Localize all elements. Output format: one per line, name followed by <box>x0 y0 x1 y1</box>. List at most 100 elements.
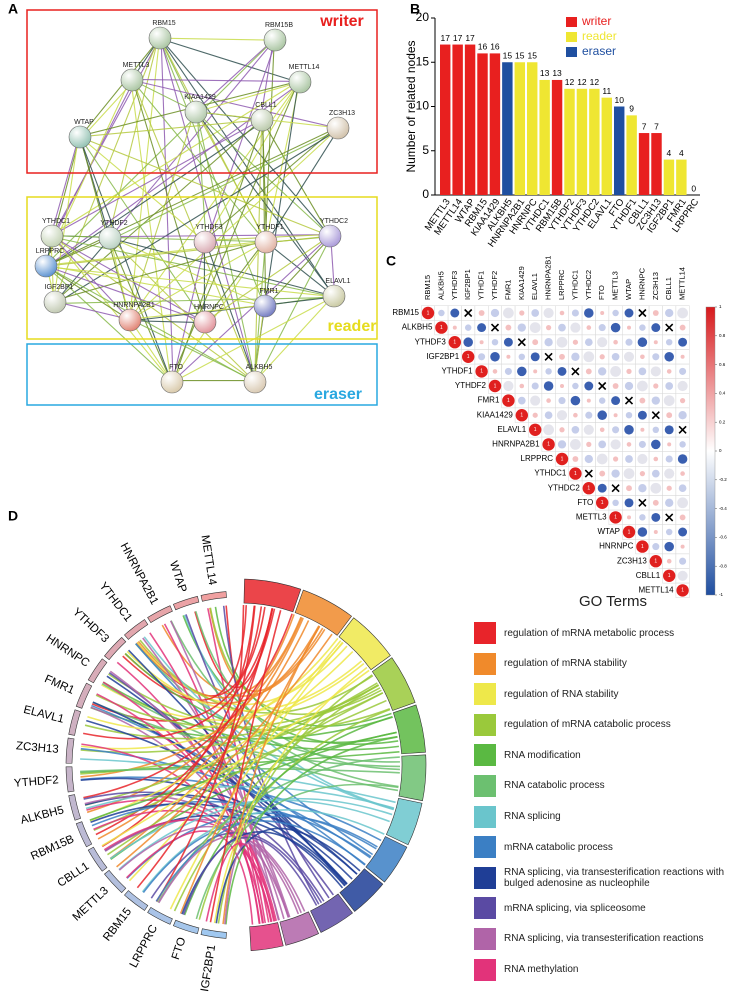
cell-dot <box>517 396 526 405</box>
diagonal-label: 1 <box>641 544 644 550</box>
cell-dot <box>638 367 647 376</box>
cell-dot <box>640 427 645 432</box>
legend-swatch <box>474 805 496 828</box>
chord <box>215 827 361 924</box>
diagonal-label: 1 <box>494 383 497 389</box>
cell-dot <box>529 322 541 333</box>
legend-item: RNA splicing, via transesterification re… <box>474 865 732 891</box>
chord <box>198 708 391 920</box>
cell-dot <box>572 456 579 462</box>
column-label: CBLL1 <box>664 277 673 300</box>
network-edge <box>264 39 275 242</box>
cell-dot <box>572 382 579 390</box>
cross <box>571 367 580 376</box>
colorbar-tick-label: 0.4 <box>719 391 726 396</box>
cell-dot <box>464 324 472 331</box>
chord <box>118 825 300 915</box>
network-edge <box>204 235 331 323</box>
node-label: RBM15B <box>265 22 293 29</box>
cell-dot <box>610 322 621 333</box>
gene-label: METTL3 <box>71 885 111 924</box>
cell-dot <box>543 307 554 319</box>
network-edge <box>79 136 331 237</box>
column-label: YTHDF2 <box>490 271 499 300</box>
network-edge <box>253 305 265 382</box>
bar-value-label: 4 <box>679 148 684 158</box>
cell-dot <box>638 440 646 448</box>
panel-label: C <box>386 253 396 269</box>
gene-arc <box>68 794 82 821</box>
cell-dot <box>546 398 551 403</box>
panel-label: B <box>410 1 420 17</box>
network-edge <box>50 80 300 236</box>
gene-arc <box>75 682 93 709</box>
gene-arc <box>87 658 108 684</box>
legend-label: reader <box>582 29 617 43</box>
legend-item: regulation of RNA stability <box>474 681 732 707</box>
gene-label: YTHDC1 <box>97 580 135 624</box>
cell-dot <box>612 309 619 317</box>
cell-dot <box>624 425 634 435</box>
cell-dot <box>503 307 514 319</box>
gene-arc <box>104 869 127 894</box>
term-arc <box>398 754 427 802</box>
cell-dot <box>530 352 540 362</box>
network-edge <box>79 37 161 138</box>
y-tick-label: 0 <box>422 187 429 201</box>
diagonal-label: 1 <box>480 369 483 375</box>
chord <box>224 842 285 925</box>
column-label: LRPPRC <box>557 269 566 300</box>
cross <box>517 338 526 347</box>
network-node <box>288 70 312 94</box>
cell-dot <box>666 558 672 564</box>
diagonal-circle <box>421 306 435 320</box>
network-edge <box>262 120 267 307</box>
network-node <box>120 68 144 92</box>
term-arc <box>338 617 391 671</box>
cross <box>665 513 674 522</box>
cell-dot <box>599 427 605 433</box>
diagonal-label: 1 <box>681 588 684 594</box>
legend-label: mRNA splicing, via spliceosome <box>504 902 646 914</box>
group-label: writer <box>319 13 364 30</box>
legend-label: mRNA catabolic process <box>504 841 613 853</box>
term-arc <box>392 704 426 755</box>
cell-dot <box>652 543 660 551</box>
cell-dot <box>611 352 620 361</box>
chord <box>80 767 400 774</box>
colorbar-tick-label: -0.8 <box>719 563 727 568</box>
diagonal-label: 1 <box>427 310 430 316</box>
cell-dot <box>653 530 658 534</box>
diagonal-circle <box>555 452 569 466</box>
network-node <box>184 100 208 124</box>
diagonal-label: 1 <box>587 486 590 492</box>
row-label: YTHDC1 <box>534 469 567 478</box>
cell-dot <box>679 324 686 331</box>
gene-label: WTAP <box>167 560 189 595</box>
cell-dot <box>680 544 685 549</box>
chord <box>118 797 393 871</box>
network-edge <box>45 264 265 306</box>
bar <box>564 88 575 195</box>
row-label: HNRNPA2B1 <box>492 440 540 449</box>
chord <box>158 835 302 914</box>
network-edge <box>56 296 336 304</box>
row-label: HNRNPC <box>599 542 633 551</box>
colorbar-tick-label: 0 <box>719 448 722 453</box>
cell-dot <box>584 308 594 318</box>
row-label: KIAA1429 <box>477 410 514 419</box>
diagonal-circle <box>448 336 461 349</box>
bar <box>676 159 687 195</box>
legend-label: writer <box>581 14 611 28</box>
network-edge <box>46 266 335 298</box>
gene-label: ALKBH5 <box>19 804 65 827</box>
chord <box>169 641 344 910</box>
gene-arc <box>147 605 173 624</box>
legend-swatch <box>474 866 496 889</box>
chord <box>80 758 396 804</box>
diagonal-circle <box>462 350 475 363</box>
network-node <box>148 26 172 50</box>
term-arc <box>385 797 423 846</box>
cell-dot <box>627 325 631 330</box>
legend-swatch <box>474 774 496 797</box>
